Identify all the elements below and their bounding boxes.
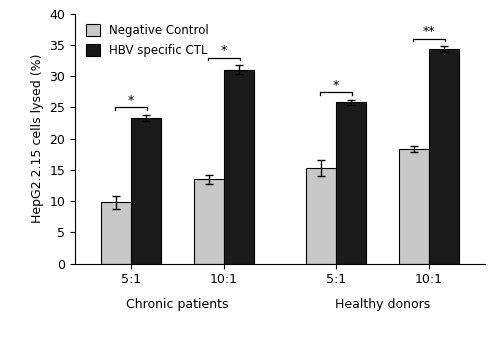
- Bar: [224, 70, 254, 264]
- Bar: [336, 102, 366, 264]
- Bar: [194, 179, 224, 264]
- Bar: [400, 149, 429, 264]
- Bar: [306, 168, 336, 264]
- Text: *: *: [333, 79, 339, 92]
- Bar: [131, 118, 160, 264]
- Text: *: *: [221, 44, 227, 57]
- Text: **: **: [423, 25, 436, 38]
- Text: Chronic patients: Chronic patients: [126, 298, 229, 311]
- Y-axis label: HepG2.2.15 cells lysed (%): HepG2.2.15 cells lysed (%): [31, 54, 44, 223]
- Text: *: *: [128, 94, 134, 107]
- Legend: Negative Control, HBV specific CTL: Negative Control, HBV specific CTL: [81, 19, 214, 62]
- Bar: [101, 202, 131, 264]
- Bar: [429, 49, 459, 264]
- Text: Healthy donors: Healthy donors: [335, 298, 430, 311]
